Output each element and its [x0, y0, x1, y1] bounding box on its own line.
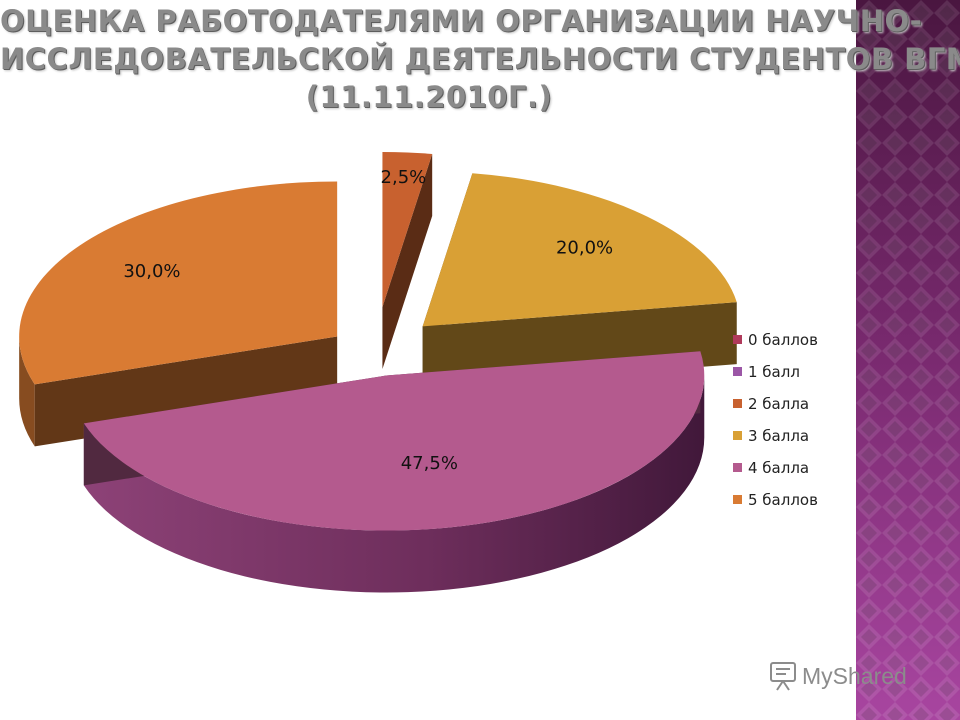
- pie-slice: [19, 181, 338, 385]
- pie-layer: 2,5% 20,0% 30,0% 47,5%: [19, 152, 737, 593]
- legend-swatch: [733, 463, 742, 472]
- data-label: 47,5%: [401, 453, 458, 474]
- legend-swatch: [733, 335, 742, 344]
- legend-swatch: [733, 495, 742, 504]
- data-label: 20,0%: [556, 237, 613, 258]
- argyle-decoration: [856, 0, 960, 720]
- pie-slice-wall: [34, 336, 338, 447]
- data-label: 30,0%: [123, 261, 180, 282]
- title-line: ОЦЕНКА РАБОТОДАТЕЛЯМИ ОРГАНИЗАЦИИ НАУЧНО…: [0, 4, 923, 38]
- slideshow-icon: [770, 662, 796, 691]
- legend-label: 4 балла: [748, 459, 809, 477]
- pie-slice-side: [19, 336, 35, 447]
- page-title: ОЦЕНКА РАБОТОДАТЕЛЯМИ ОРГАНИЗАЦИИ НАУЧНО…: [0, 2, 960, 116]
- legend-label: 0 баллов: [748, 331, 818, 349]
- legend-swatch: [733, 367, 742, 376]
- legend-label: 5 баллов: [748, 491, 818, 509]
- legend: 0 баллов 1 балл 2 балла 3 балла 4 балла 5 бал…: [733, 331, 818, 509]
- pie-chart: 2,5% 20,0% 30,0% 47,5% 0 баллов 1 балл 2 балл…: [19, 152, 818, 593]
- legend-swatch: [733, 399, 742, 408]
- legend-label: 1 балл: [748, 363, 800, 381]
- pie-slice-side: [83, 375, 705, 593]
- pie-slice-wall: [382, 153, 433, 370]
- title-line: (11.11.2010Г.): [305, 80, 553, 114]
- legend-swatch: [733, 431, 742, 440]
- watermark: MyShared: [770, 662, 907, 691]
- legend-label: 2 балла: [748, 395, 809, 413]
- pie-slice: [422, 173, 737, 327]
- pie-slice: [382, 152, 433, 308]
- data-label: 2,5%: [381, 167, 427, 188]
- pie-slice: [83, 351, 705, 531]
- watermark-text: MyShared: [802, 663, 907, 689]
- legend-label: 3 балла: [748, 427, 809, 445]
- title-line: ИССЛЕДОВАТЕЛЬСКОЙ ДЕЯТЕЛЬНОСТИ СТУДЕНТОВ…: [0, 42, 960, 76]
